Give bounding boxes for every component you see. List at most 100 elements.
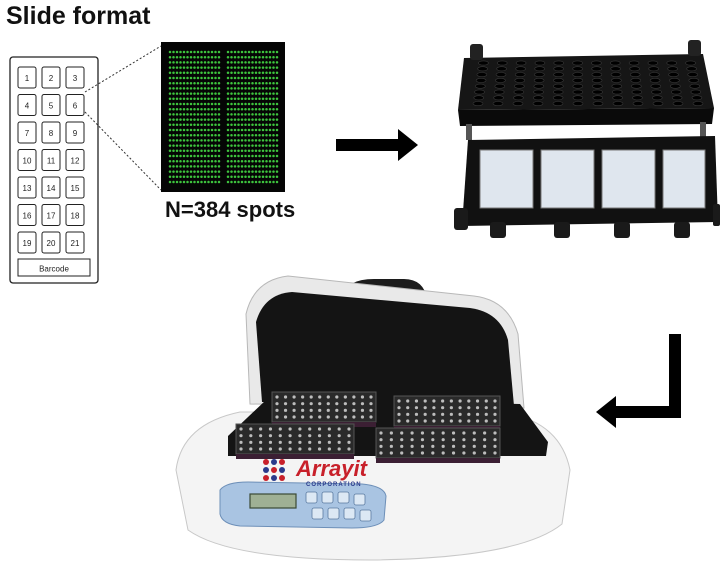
microarray-spot <box>207 71 210 75</box>
microarray-spot <box>217 76 221 80</box>
microarray-spot <box>210 113 214 116</box>
microarray-spot <box>203 175 207 179</box>
arrow-return <box>596 334 681 428</box>
microarray-spot <box>261 102 265 106</box>
microarray-spot <box>210 76 214 80</box>
cassette-hole <box>685 60 696 66</box>
cassette-hole <box>592 89 603 95</box>
microarray-spot <box>175 66 179 69</box>
microarray-spot <box>254 144 258 147</box>
microarray-spot <box>172 92 175 95</box>
microarray-spot <box>275 118 279 121</box>
microarray-spot <box>186 92 189 95</box>
microarray-spot <box>261 139 265 142</box>
cassette-hole <box>532 101 544 106</box>
microarray-spot <box>247 149 251 153</box>
microarray-spot <box>233 92 237 95</box>
microarray-spot <box>189 61 193 64</box>
microarray-spot <box>251 139 254 142</box>
microarray-spot <box>193 71 196 75</box>
microarray-spot <box>265 66 268 69</box>
microarray-spot <box>244 139 247 142</box>
plate-well <box>327 447 331 451</box>
microarray-spot <box>179 87 182 90</box>
microarray-spot <box>254 118 258 121</box>
microarray-spot <box>240 170 244 173</box>
microarray-spot <box>240 81 244 85</box>
lcd-display <box>249 493 297 509</box>
microarray-spot <box>214 170 217 173</box>
cassette-hole <box>612 95 623 101</box>
microarray-spot <box>226 159 230 163</box>
microarray-spot <box>168 102 172 106</box>
cassette-hole <box>652 101 664 106</box>
microarray-spot <box>175 118 179 121</box>
microarray-spot <box>217 123 221 127</box>
cassette-hole <box>611 78 622 83</box>
plate-well <box>275 395 279 399</box>
microarray-spot <box>168 55 172 59</box>
plate-well <box>397 399 401 403</box>
plate-well <box>441 406 445 410</box>
microarray-spot <box>179 92 182 95</box>
microarray-spot <box>244 87 247 90</box>
microarray-spot <box>189 113 193 116</box>
cassette-hole <box>472 101 484 106</box>
cassette-hole <box>572 60 583 66</box>
cassette-hole <box>667 66 678 72</box>
microarray-spot <box>226 55 230 59</box>
microarray-spot <box>230 123 233 127</box>
microarray-spot <box>240 154 244 158</box>
microarray-spot <box>214 97 217 101</box>
microarray-spot <box>247 102 251 106</box>
cassette-hole <box>650 83 662 89</box>
microarray-spot <box>179 170 182 173</box>
microarray-spot <box>200 154 203 158</box>
microarray-spot <box>200 97 203 101</box>
microarray-spot <box>193 55 196 59</box>
slide-well <box>65 204 85 226</box>
microarray-spot <box>268 180 272 184</box>
microarray-spot <box>244 154 247 158</box>
microarray-spot <box>261 107 265 111</box>
microarray-spot <box>186 139 189 142</box>
microarray-spot <box>275 175 279 179</box>
microarray-spot <box>203 154 207 158</box>
plate-well <box>298 434 302 438</box>
microarray-spot <box>265 133 268 137</box>
microarray-spot <box>254 71 258 75</box>
microarray-spot <box>240 133 244 137</box>
microarray-spot <box>240 87 244 90</box>
panel-button <box>343 507 356 520</box>
plate-well <box>472 444 476 448</box>
microarray-spot <box>268 170 272 173</box>
microarray-spot <box>261 118 265 121</box>
microarray-spot <box>214 159 217 163</box>
microarray-spot <box>214 92 217 95</box>
microarray-spot <box>179 118 182 121</box>
plate-well <box>449 399 453 403</box>
plate-well <box>414 399 419 403</box>
microarray-spot <box>275 61 279 64</box>
microarray-spot <box>168 76 172 80</box>
microarray-spot <box>200 123 203 127</box>
microarray-spot <box>189 165 193 168</box>
microarray-spot <box>189 139 193 142</box>
plate-well <box>268 440 273 444</box>
brand-subname: CORPORATION <box>306 482 362 488</box>
microarray-spot <box>217 175 221 179</box>
plate-well <box>343 402 347 406</box>
microarray-spot <box>168 180 172 184</box>
microarray-spot <box>268 97 272 101</box>
microarray-spot <box>233 97 237 101</box>
microarray-spot <box>244 50 247 54</box>
plate-well <box>309 415 313 419</box>
microarray-spot <box>196 159 200 163</box>
plate-well <box>420 444 425 448</box>
cassette-hole <box>515 60 527 66</box>
microarray-spot <box>210 107 214 111</box>
brand-logo: Arrayit CORPORATION <box>263 456 369 488</box>
microarray-spot <box>258 180 261 184</box>
microarray-spot <box>175 144 179 147</box>
microarray-spot <box>265 61 268 64</box>
